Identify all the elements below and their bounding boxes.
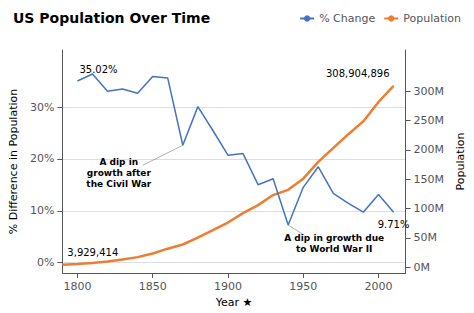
svg-text:100M: 100M [414,202,445,215]
svg-text:to World War II: to World War II [296,244,372,254]
svg-text:2000: 2000 [365,280,393,293]
svg-text:300M: 300M [414,85,445,98]
svg-text:growth after: growth after [87,168,152,178]
svg-text:Population: Population [403,12,461,25]
svg-text:1850: 1850 [139,280,167,293]
svg-text:0%: 0% [37,256,54,269]
svg-text:% Change: % Change [319,12,375,25]
svg-text:% Difference in Population: % Difference in Population [7,89,20,234]
svg-text:A dip in growth due: A dip in growth due [284,233,384,243]
svg-text:1950: 1950 [289,280,317,293]
svg-text:9.71%: 9.71% [378,219,410,230]
svg-text:A dip in: A dip in [99,157,138,167]
svg-text:Year ★: Year ★ [215,296,253,309]
svg-text:20%: 20% [30,152,54,165]
svg-text:the Civil War: the Civil War [86,179,151,189]
svg-text:1900: 1900 [214,280,242,293]
svg-text:1800: 1800 [63,280,91,293]
svg-text:250M: 250M [414,114,445,127]
svg-text:150M: 150M [414,173,445,186]
svg-text:US Population Over Time: US Population Over Time [13,10,210,26]
svg-text:30%: 30% [30,101,54,114]
svg-text:Population: Population [454,133,467,191]
svg-text:0M: 0M [414,261,431,274]
svg-text:308,904,896: 308,904,896 [326,68,390,79]
svg-text:50M: 50M [414,231,438,244]
svg-text:10%: 10% [30,204,54,217]
svg-text:3,929,414: 3,929,414 [67,247,118,258]
svg-text:35.02%: 35.02% [79,64,117,75]
svg-text:200M: 200M [414,143,445,156]
